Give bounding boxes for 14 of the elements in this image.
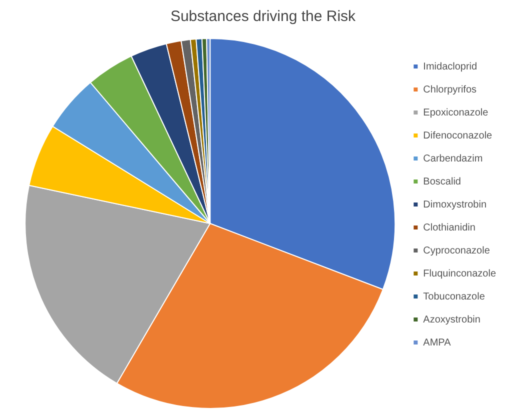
legend-label: Cyproconazole <box>423 245 490 256</box>
legend-label: Epoxiconazole <box>423 107 489 118</box>
legend-label: Carbendazim <box>423 153 483 164</box>
legend-label: Azoxystrobin <box>423 314 480 326</box>
legend-label: Imidacloprid <box>423 61 478 72</box>
legend-label: Clothianidin <box>423 222 476 234</box>
legend-label: Tobuconazole <box>423 291 486 302</box>
legend-label: Chlorpyrifos <box>423 84 477 96</box>
legend-label: Dimoxystrobin <box>423 199 487 210</box>
legend-label: Fluquinconazole <box>423 268 496 280</box>
legend-label: Boscalid <box>423 176 461 188</box>
chart-title: Substances driving the Risk <box>170 8 356 26</box>
legend-label: AMPA <box>423 337 452 348</box>
legend-label: Difenoconazole <box>423 130 493 142</box>
